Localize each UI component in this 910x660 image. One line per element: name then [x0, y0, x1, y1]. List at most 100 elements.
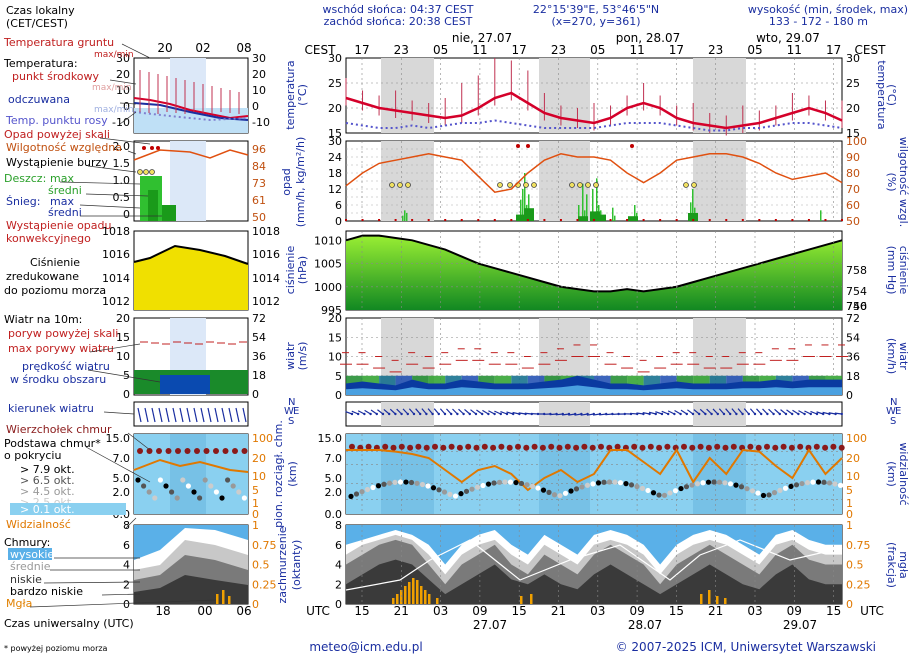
legend-base-dot: [197, 495, 203, 501]
utc-hour-8: 15: [669, 604, 684, 618]
local-hour-5: 23: [551, 43, 566, 57]
wind-arrow-head: [406, 412, 409, 416]
legend-over-marker: [142, 146, 146, 150]
cloud-base-dot: [705, 479, 712, 485]
cloud-top-dot: [407, 444, 414, 451]
cloud-top-dot: [822, 444, 829, 451]
conv-marker: [493, 219, 496, 221]
cover-tick: 0: [335, 598, 342, 611]
rain-max-bar: [690, 202, 692, 221]
legend-cloud-tick: 15.0: [106, 432, 131, 445]
sunset: zachód słońca: 20:38 CEST: [324, 15, 473, 28]
conv-marker: [361, 219, 364, 221]
precip-tick: 6: [335, 199, 342, 212]
temp-axis-label-r: temperatura: [875, 60, 888, 129]
cloud-top-dot: [539, 444, 546, 451]
legend-wind-arrow: [193, 407, 198, 423]
legend-vis-tick: 5: [252, 484, 259, 497]
legend-wind-arrow: [158, 407, 163, 423]
temp-axis-unit: (°C): [296, 84, 309, 106]
grid: (x=270, y=361): [551, 15, 640, 28]
cloud-base-dot: [491, 480, 497, 486]
legend-top-dot: [175, 448, 181, 454]
fog-bar: [724, 598, 727, 604]
wind-arrow-head: [660, 412, 664, 416]
local-hour-3: 11: [472, 43, 487, 57]
storm-marker: [577, 182, 583, 188]
cloud-base-dot: [485, 481, 492, 487]
cloud-top-dot: [390, 444, 397, 451]
legend-cover-tick: 6: [123, 539, 130, 552]
legend-okt65: > 6.5 okt.: [20, 474, 75, 487]
cloud-base-dot: [375, 483, 382, 489]
conv-marker: [394, 219, 397, 221]
legend-precip-tick: 0.5: [113, 191, 131, 204]
wind-arrow-head: [512, 412, 515, 416]
press-axis-label-r: ciśnienie: [897, 246, 910, 295]
legend-base-dot: [157, 477, 163, 483]
fog-bar: [404, 586, 407, 604]
temp-tick-r: 25: [846, 77, 860, 90]
press-tick: 1000: [314, 281, 342, 294]
wind-arrow-head: [691, 412, 695, 416]
cloud-base-dot: [359, 489, 365, 495]
legend-cover-tick: 4: [123, 559, 130, 572]
vis-tick: 0: [846, 508, 853, 521]
wind-arrow-head: [716, 412, 719, 416]
legend-temp-tick-r: 30: [252, 52, 266, 65]
wind-arrow-head: [419, 412, 422, 416]
legend-fog-bar: [228, 596, 231, 604]
legend-hour-bottom-1: 00: [197, 604, 212, 618]
rain-max-bar: [582, 183, 584, 221]
conv-marker: [774, 219, 777, 221]
rain-max-bar: [586, 194, 588, 221]
legend-base-dot: [191, 489, 197, 495]
cloud-base-dot: [579, 484, 585, 490]
legend-precip-tick: 1.0: [113, 174, 131, 187]
conv-marker: [345, 219, 347, 221]
legend-wind-arrow: [179, 407, 184, 423]
local-hour-6: 05: [590, 43, 605, 57]
legend-storm: [143, 169, 149, 175]
legend-snow-mean-label: średni: [48, 206, 82, 219]
legend-cloud-top: Wierzchołek chmur: [6, 423, 112, 436]
wdir-rose-r: N: [890, 397, 897, 408]
legend-wind-at: Wiatr na 10m:: [4, 313, 82, 326]
legend-cloud-night: [170, 434, 206, 514]
temp-tick-r: 20: [846, 102, 860, 115]
cloud-base-dot: [419, 481, 426, 488]
cloud-top-dot: [365, 443, 372, 450]
legend-temp-tick: -10: [112, 116, 130, 129]
utc-hour-3: 09: [472, 604, 487, 618]
legend-local-time-sub: (CET/CEST): [6, 17, 68, 30]
legend-fog-tick: 0.25: [252, 578, 277, 591]
storm-marker: [405, 182, 411, 188]
cover-tick: 6: [335, 539, 342, 552]
wind-arrow-head: [357, 412, 360, 416]
temp-tick-l: 30: [328, 52, 342, 65]
precip-tick: 12: [328, 183, 342, 196]
wind-arrow-head: [363, 412, 366, 416]
hum-axis-unit: (%): [885, 172, 898, 191]
rain-max-bar: [584, 210, 586, 221]
wind-arrow-head: [474, 412, 478, 416]
wind-arrow-head: [443, 412, 447, 416]
tz-utc-left: UTC: [306, 604, 330, 618]
fog-tick: 1: [846, 519, 853, 532]
legend-wind-arrow: [137, 407, 142, 423]
cloud-top-dot: [589, 444, 596, 451]
cover-mean-line: [345, 539, 843, 591]
legend-wind-tick-r: 72: [252, 312, 266, 325]
cloud-base-dot: [474, 484, 481, 490]
cloud-top-dot: [548, 443, 555, 450]
wind-arrow-head: [685, 412, 688, 416]
cover-tick: 2: [335, 578, 342, 591]
legend-wind-tick-r: 54: [252, 331, 266, 344]
wind-arrow-head: [487, 412, 490, 416]
wind-arrow-head: [704, 412, 707, 416]
wind-arrow-head: [797, 412, 800, 416]
storm-marker: [593, 182, 599, 188]
precip-tick: 24: [328, 151, 342, 164]
legend-cloud-tick: 5.0: [113, 472, 131, 485]
cloud-base-dot: [661, 492, 668, 498]
